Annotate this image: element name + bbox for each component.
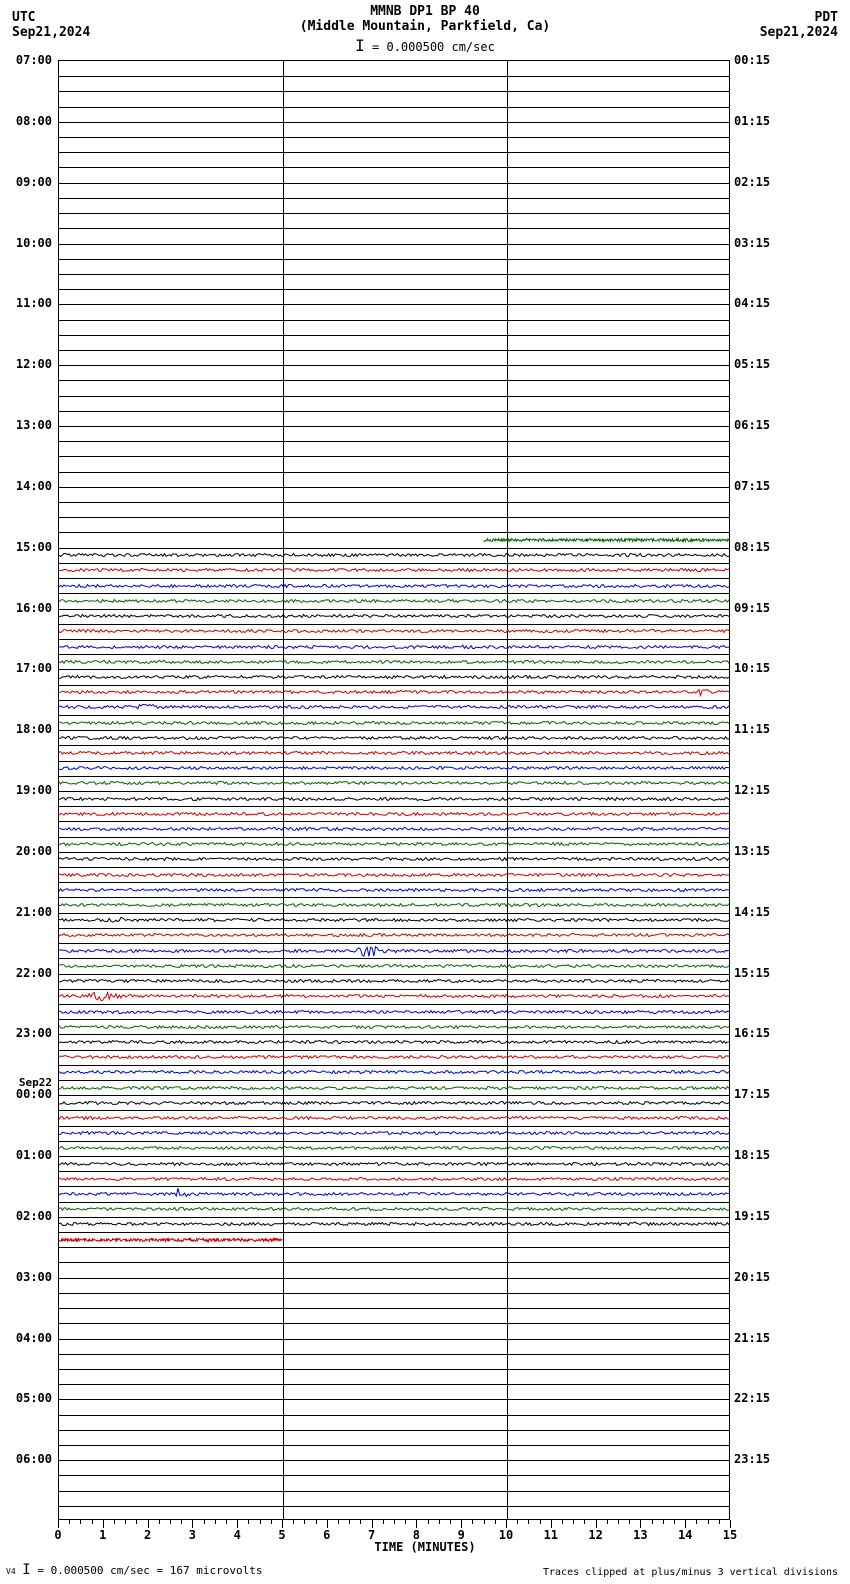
left-hour-label: 15:00 — [2, 540, 52, 554]
seismic-trace — [59, 1220, 729, 1260]
left-hour-label: 13:00 — [2, 418, 52, 432]
left-hour-label: 20:00 — [2, 844, 52, 858]
left-hour-label: 06:00 — [2, 1452, 52, 1466]
left-hour-label: 22:00 — [2, 966, 52, 980]
helicorder-container: UTC Sep21,2024 PDT Sep21,2024 MMNB DP1 B… — [0, 0, 850, 1584]
right-hour-label: 14:15 — [734, 905, 794, 919]
right-hour-label: 04:15 — [734, 296, 794, 310]
right-hour-label: 18:15 — [734, 1148, 794, 1162]
right-hour-label: 11:15 — [734, 722, 794, 736]
date-break-label: Sep22 — [2, 1076, 52, 1089]
right-hour-label: 21:15 — [734, 1331, 794, 1345]
left-hour-label: 03:00 — [2, 1270, 52, 1284]
right-hour-label: 02:15 — [734, 175, 794, 189]
right-hour-label: 08:15 — [734, 540, 794, 554]
left-hour-label: 07:00 — [2, 53, 52, 67]
right-hour-label: 17:15 — [734, 1087, 794, 1101]
station-title: MMNB DP1 BP 40 — [0, 4, 850, 19]
left-hour-label: 12:00 — [2, 357, 52, 371]
left-hour-label: 23:00 — [2, 1026, 52, 1040]
left-hour-label: 08:00 — [2, 114, 52, 128]
right-hour-label: 15:15 — [734, 966, 794, 980]
right-hour-label: 23:15 — [734, 1452, 794, 1466]
location-title: (Middle Mountain, Parkfield, Ca) — [0, 19, 850, 34]
right-hour-label: 19:15 — [734, 1209, 794, 1223]
plot-area — [58, 60, 730, 1520]
right-hour-label: 10:15 — [734, 661, 794, 675]
right-hour-label: 22:15 — [734, 1391, 794, 1405]
right-hour-label: 06:15 — [734, 418, 794, 432]
left-hour-label: 00:00 — [2, 1087, 52, 1101]
chart-header: MMNB DP1 BP 40 (Middle Mountain, Parkfie… — [0, 0, 850, 55]
left-hour-label: 19:00 — [2, 783, 52, 797]
left-hour-label: 14:00 — [2, 479, 52, 493]
left-hour-label: 18:00 — [2, 722, 52, 736]
right-hour-label: 12:15 — [734, 783, 794, 797]
right-hour-label: 00:15 — [734, 53, 794, 67]
footer-right: Traces clipped at plus/minus 3 vertical … — [543, 1567, 838, 1578]
left-hour-label: 11:00 — [2, 296, 52, 310]
right-hour-label: 07:15 — [734, 479, 794, 493]
right-hour-label: 20:15 — [734, 1270, 794, 1284]
x-axis-title: TIME (MINUTES) — [0, 1540, 850, 1554]
left-hour-label: 09:00 — [2, 175, 52, 189]
scale-indicator: I = 0.000500 cm/sec — [0, 36, 850, 55]
right-hour-label: 03:15 — [734, 236, 794, 250]
left-hour-label: 10:00 — [2, 236, 52, 250]
footer-left: V4 I = 0.000500 cm/sec = 167 microvolts — [6, 1562, 263, 1578]
left-hour-label: 05:00 — [2, 1391, 52, 1405]
left-hour-label: 01:00 — [2, 1148, 52, 1162]
left-hour-label: 04:00 — [2, 1331, 52, 1345]
left-hour-label: 02:00 — [2, 1209, 52, 1223]
right-hour-label: 13:15 — [734, 844, 794, 858]
right-hour-label: 16:15 — [734, 1026, 794, 1040]
right-hour-label: 09:15 — [734, 601, 794, 615]
left-hour-label: 17:00 — [2, 661, 52, 675]
right-hour-label: 05:15 — [734, 357, 794, 371]
left-hour-label: 21:00 — [2, 905, 52, 919]
right-hour-label: 01:15 — [734, 114, 794, 128]
left-hour-label: 16:00 — [2, 601, 52, 615]
